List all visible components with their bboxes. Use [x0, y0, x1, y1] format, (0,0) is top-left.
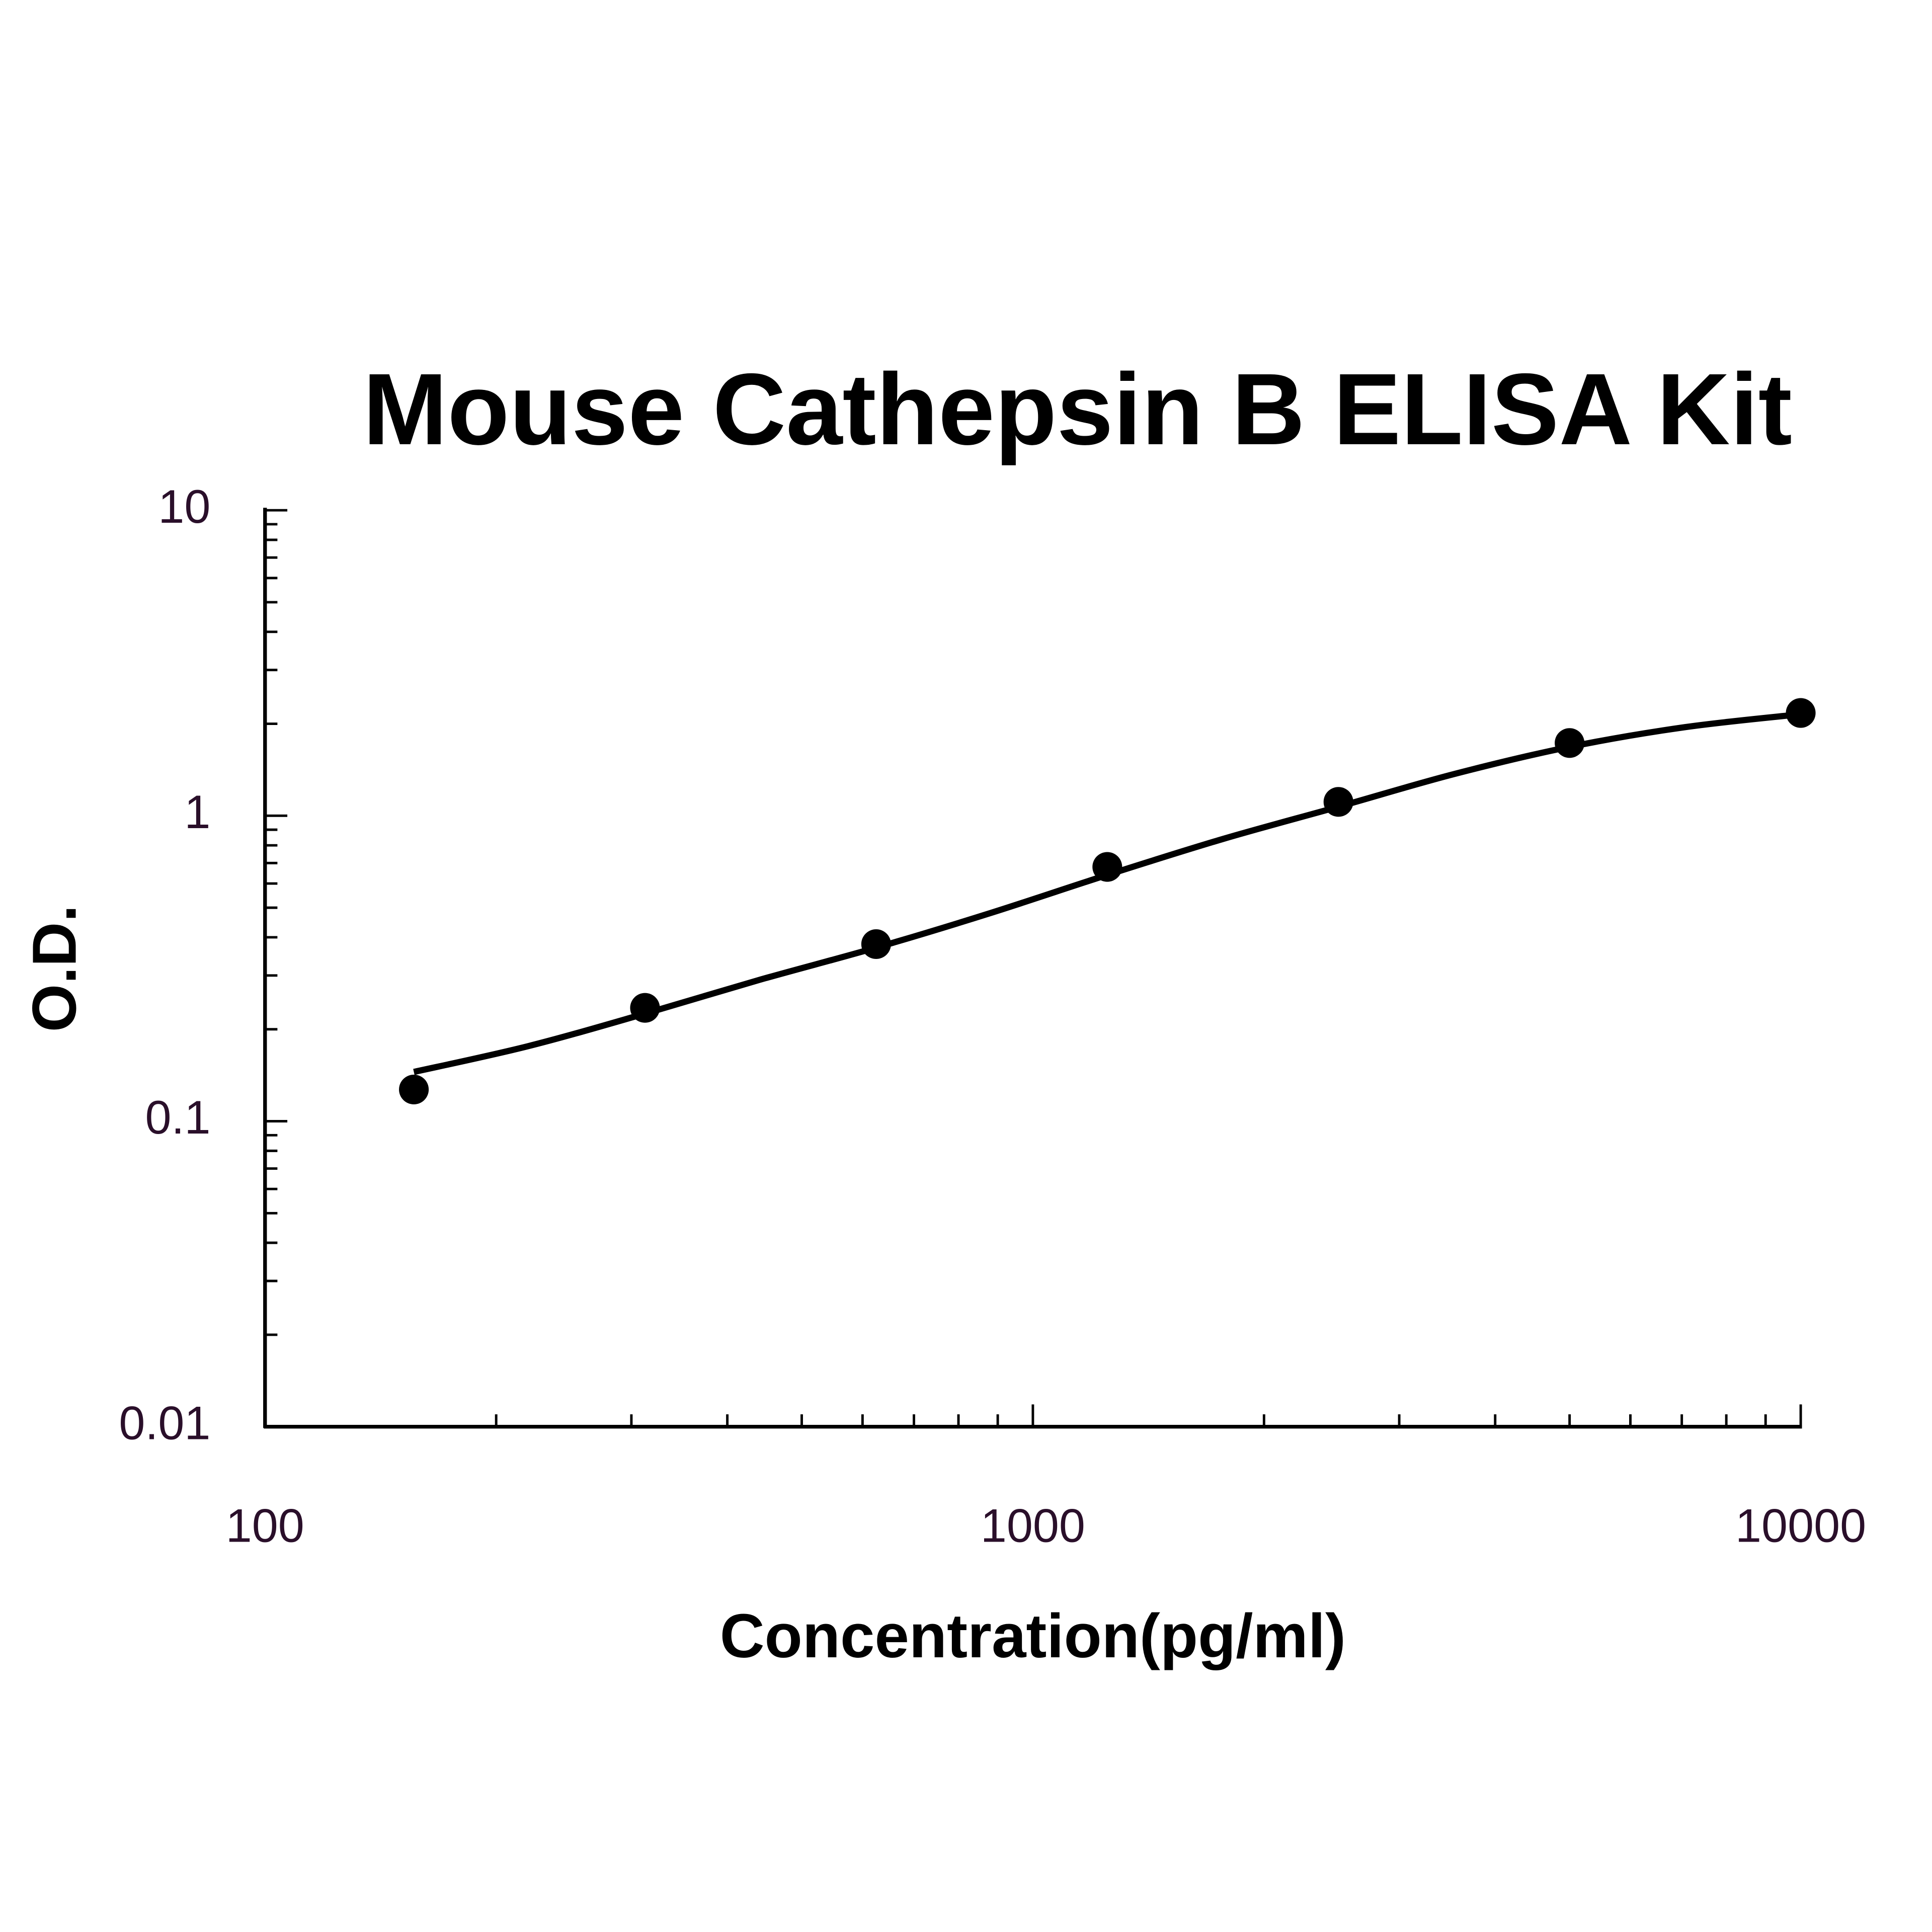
data-point	[1555, 728, 1585, 758]
y-tick-label: 0.01	[119, 1396, 210, 1449]
y-tick-label: 0.1	[145, 1091, 210, 1144]
data-point	[1786, 698, 1816, 728]
x-axis-label: Concentration(pg/ml)	[720, 1602, 1346, 1671]
data-point	[630, 993, 660, 1023]
x-tick-label: 1000	[981, 1499, 1085, 1552]
data-point	[1092, 852, 1122, 882]
chart-title: Mouse Cathepsin B ELISA Kit	[363, 352, 1792, 466]
data-point	[861, 929, 891, 959]
fit-curve	[413, 711, 1801, 1075]
x-tick-label: 100	[226, 1499, 304, 1552]
data-point	[1323, 787, 1353, 817]
x-tick-label: 10000	[1735, 1499, 1866, 1552]
y-tick-label: 10	[158, 480, 210, 533]
data-point	[399, 1074, 429, 1105]
y-tick-label: 1	[184, 785, 210, 838]
y-axis-label: O.D.	[21, 905, 90, 1032]
